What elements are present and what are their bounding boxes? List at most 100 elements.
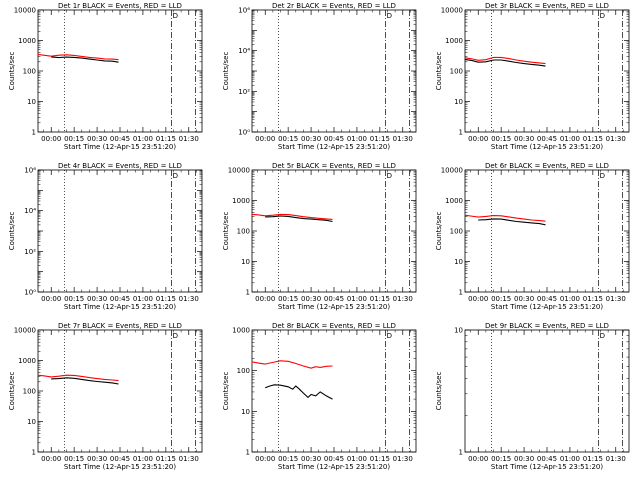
plot-frame [251,329,417,453]
y-tick-label: 1000 [232,327,250,335]
x-tick-label: 01:00 [347,135,367,143]
x-tick-label: 01:30 [606,295,626,303]
series-events-line [464,58,546,67]
x-axis-label: Start Time (12-Apr-15 23:51:20) [64,143,176,151]
panel-det-3r: Det 3r BLACK = Events, RED = LLD 1 10 100 10… [435,2,630,151]
panel-det-1r: Det 1r BLACK = Events, RED = LLD 1 10 100 10… [8,2,203,151]
x-tick-label: 00:00 [468,295,488,303]
panel-title: Det 3r BLACK = Events, RED = LLD [485,2,609,10]
x-axis-label: Start Time (12-Apr-15 23:51:20) [491,463,603,471]
y-tick-label: 100 [23,388,36,396]
y-tick-label: 10 [27,418,36,426]
x-tick-label: 00:00 [255,135,275,143]
x-tick-label: 01:30 [393,455,413,463]
y-axis-label: Counts/sec [222,52,230,91]
y-axis-label: Counts/sec [435,212,443,251]
x-tick-label: 01:00 [133,135,153,143]
x-tick-label: 00:30 [301,135,321,143]
x-tick-label: 01:15 [370,135,390,143]
panel-title: Det 8r BLACK = Events, RED = LLD [272,322,396,330]
x-tick-label: 00:30 [87,295,107,303]
annotation-mark: D [173,172,178,180]
annotation-mark: D [387,332,392,340]
y-tick-label: 10 [454,258,463,266]
x-tick-label: 00:45 [324,295,344,303]
x-tick-label: 00:15 [64,455,84,463]
y-tick-label: 10000 [441,167,463,175]
series-events-line [51,377,119,385]
x-tick-label: 01:15 [156,455,176,463]
panel-det-4r: Det 4r BLACK = Events, RED = LLD 10⁰ 10² 10… [8,162,203,311]
y-tick-label: 100 [237,367,250,375]
x-tick-label: 01:30 [393,135,413,143]
panel-det-9r: Det 9r BLACK = Events, RED = LLD 1 10 00:00… [435,322,630,471]
x-tick-label: 01:15 [156,295,176,303]
y-tick-label: 10 [454,98,463,106]
y-tick-label: 1000 [232,197,250,205]
x-tick-label: 00:15 [278,295,298,303]
series-lld-line [464,56,546,65]
plot-frame [37,169,203,293]
x-axis-label: Start Time (12-Apr-15 23:51:20) [64,303,176,311]
panel-title: Det 2r BLACK = Events, RED = LLD [272,2,396,10]
x-tick-label: 00:45 [537,295,557,303]
y-axis-label: Counts/sec [8,52,16,91]
panel-title: Det 4r BLACK = Events, RED = LLD [58,162,182,170]
x-tick-label: 00:45 [110,135,130,143]
plot-frame [464,169,630,293]
series-events-line [51,56,119,63]
y-tick-label: 1 [246,449,250,457]
series-events-line [264,384,333,400]
y-tick-label: 10000 [441,7,463,15]
y-axis-label: Counts/sec [222,372,230,411]
y-tick-label: 10² [238,88,250,96]
y-tick-label: 1 [459,289,463,297]
y-tick-label: 100 [450,228,463,236]
y-tick-label: 10 [241,258,250,266]
panel-det-2r: Det 2r BLACK = Events, RED = LLD 10⁰ 10² 10… [222,2,417,151]
x-tick-label: 00:00 [468,135,488,143]
y-tick-label: 100 [450,68,463,76]
panel-det-7r: Det 7r BLACK = Events, RED = LLD 1 10 100 10… [8,322,203,471]
y-tick-label: 10000 [14,7,36,15]
series-lld-line [464,214,546,222]
y-tick-label: 10⁴ [238,47,250,55]
panel-title: Det 5r BLACK = Events, RED = LLD [272,162,396,170]
x-tick-label: 01:30 [606,135,626,143]
x-tick-label: 00:15 [491,295,511,303]
x-tick-label: 00:00 [41,455,61,463]
x-tick-label: 00:30 [514,135,534,143]
x-tick-label: 00:45 [537,455,557,463]
x-tick-label: 01:15 [370,295,390,303]
annotation-mark: D [600,172,605,180]
y-tick-label: 10000 [228,167,250,175]
y-axis-label: Counts/sec [8,212,16,251]
plot-frame [251,9,417,133]
x-tick-label: 00:15 [491,455,511,463]
annotation-mark: D [173,332,178,340]
x-tick-label: 00:30 [301,295,321,303]
panel-title: Det 1r BLACK = Events, RED = LLD [58,2,182,10]
plot-frame [37,9,203,133]
y-tick-label: 100 [237,228,250,236]
x-tick-label: 00:15 [64,135,84,143]
x-tick-label: 01:30 [179,295,199,303]
x-tick-label: 00:15 [64,295,84,303]
x-tick-label: 00:45 [537,135,557,143]
y-tick-label: 10000 [14,327,36,335]
y-tick-label: 10 [454,327,463,335]
y-tick-label: 1 [246,289,250,297]
x-tick-label: 00:00 [41,295,61,303]
x-tick-label: 00:15 [491,135,511,143]
y-axis-label: Counts/sec [435,52,443,91]
y-tick-label: 1000 [445,37,463,45]
x-tick-label: 01:00 [347,295,367,303]
x-axis-label: Start Time (12-Apr-15 23:51:20) [491,143,603,151]
x-tick-label: 01:30 [393,295,413,303]
x-tick-label: 01:00 [133,455,153,463]
y-tick-label: 10⁴ [24,207,36,215]
x-tick-label: 01:15 [156,135,176,143]
y-tick-label: 10 [27,98,36,106]
